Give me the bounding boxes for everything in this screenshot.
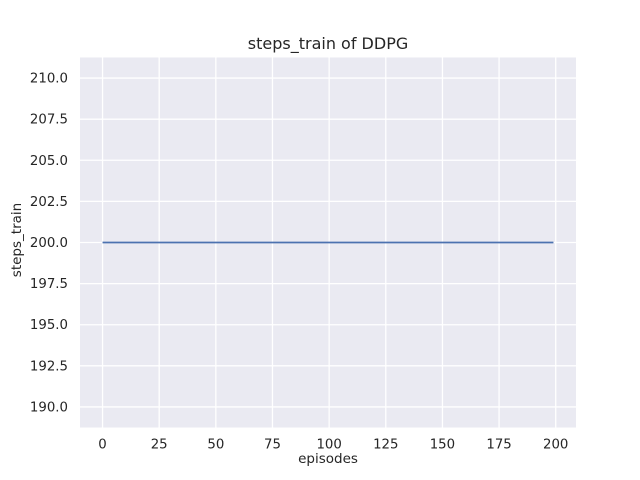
chart-title: steps_train of DDPG bbox=[247, 34, 409, 53]
x-tick-label: 75 bbox=[264, 438, 281, 453]
y-tick-label: 190.0 bbox=[30, 400, 68, 415]
x-tick-label: 150 bbox=[430, 438, 455, 453]
x-tick-label: 200 bbox=[543, 438, 568, 453]
y-tick-label: 195.0 bbox=[30, 318, 68, 333]
y-tick-label: 210.0 bbox=[30, 72, 68, 87]
x-tick-label: 100 bbox=[316, 438, 341, 453]
x-tick-label: 125 bbox=[373, 438, 398, 453]
y-tick-label: 192.5 bbox=[30, 359, 68, 374]
y-tick-label: 197.5 bbox=[30, 277, 68, 292]
x-tick-label: 0 bbox=[98, 438, 106, 453]
y-tick-label: 205.0 bbox=[30, 154, 68, 169]
y-tick-label: 207.5 bbox=[30, 113, 68, 128]
y-tick-label: 202.5 bbox=[30, 195, 68, 210]
x-tick-label: 175 bbox=[486, 438, 511, 453]
x-tick-label: 25 bbox=[151, 438, 168, 453]
x-tick-label: 50 bbox=[207, 438, 224, 453]
x-axis-label: episodes bbox=[298, 451, 358, 467]
y-tick-label: 200.0 bbox=[30, 236, 68, 251]
